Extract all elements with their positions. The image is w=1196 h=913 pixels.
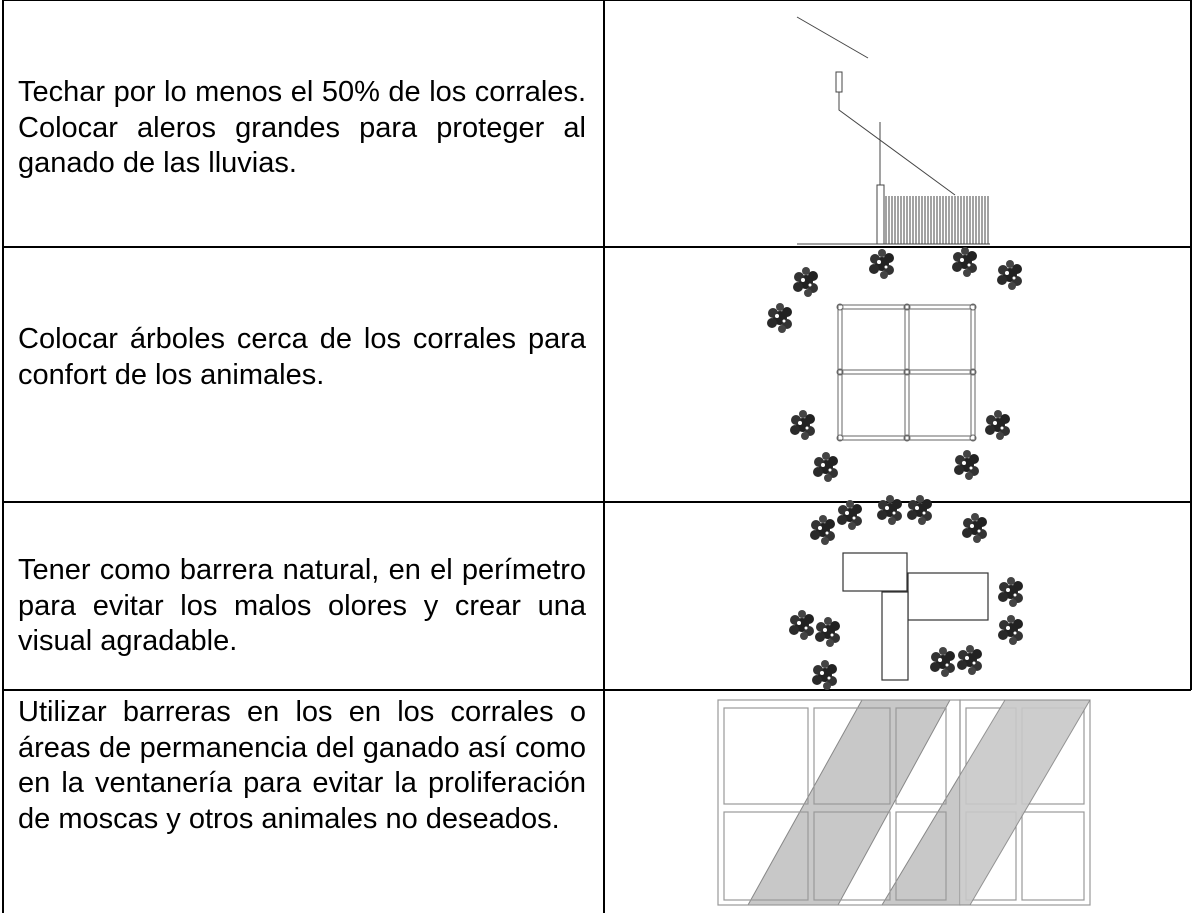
building-plan [842, 552, 989, 681]
cell-text: Tener como barrera natural, en el períme… [18, 554, 586, 658]
corral-plan [836, 303, 977, 442]
cell-text: Colocar árboles cerca de los corrales pa… [18, 323, 586, 391]
roof-drawing [796, 16, 990, 245]
screen-drawing [717, 699, 1091, 906]
cell-text: Techar por lo menos el 50% de los corral… [18, 76, 586, 180]
cell-text: Utilizar barreras en los en los corrales… [18, 696, 586, 835]
